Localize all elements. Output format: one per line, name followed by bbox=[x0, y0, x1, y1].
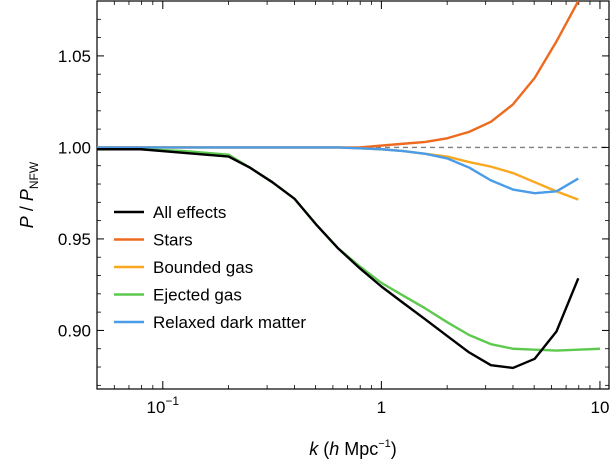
y-tick-label: 1.05 bbox=[58, 47, 91, 66]
series-group bbox=[97, 1, 601, 370]
x-tick-label: 10−1 bbox=[146, 394, 179, 417]
y-tick-label: 0.95 bbox=[58, 230, 91, 249]
series-line-all-effects bbox=[97, 148, 580, 370]
y-tick-label: 1.00 bbox=[58, 138, 91, 157]
series-line-relaxed-dark-matter bbox=[97, 146, 579, 195]
legend: All effects Stars Bounded gas Ejected gas Re… bbox=[114, 203, 306, 332]
legend-label: Bounded gas bbox=[153, 258, 253, 277]
x-axis-label: k (h Mpc−1) bbox=[309, 438, 397, 459]
series-line-stars bbox=[97, 1, 580, 149]
legend-label: All effects bbox=[153, 203, 226, 222]
legend-label: Relaxed dark matter bbox=[153, 313, 306, 332]
y-axis-label: P / PNFW bbox=[17, 161, 41, 228]
plot-frame bbox=[96, 0, 610, 390]
y-tick-label: 0.90 bbox=[58, 321, 91, 340]
legend-label: Stars bbox=[153, 231, 193, 250]
series-line-bounded-gas bbox=[97, 146, 579, 201]
axis-ticks: 0.90 0.95 1.00 1.05 10−1 1 10 bbox=[58, 0, 609, 417]
x-tick-label: 10 bbox=[590, 398, 609, 417]
legend-label: Ejected gas bbox=[153, 286, 242, 305]
x-tick-label: 1 bbox=[377, 398, 386, 417]
